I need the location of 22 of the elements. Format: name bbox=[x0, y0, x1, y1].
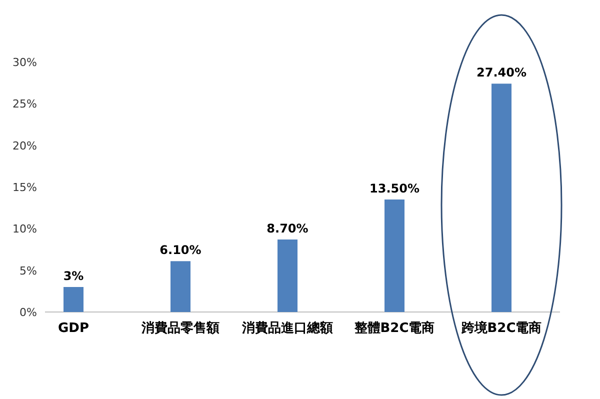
y-tick-label: 20% bbox=[12, 139, 37, 152]
y-tick-label: 5% bbox=[20, 264, 37, 278]
bar bbox=[170, 261, 190, 312]
bar bbox=[492, 84, 512, 312]
y-tick-label: 0% bbox=[20, 306, 37, 319]
data-label: 8.70% bbox=[266, 222, 308, 236]
y-tick-label: 10% bbox=[12, 222, 37, 236]
bar bbox=[278, 240, 298, 312]
data-label: 3% bbox=[63, 269, 84, 283]
y-tick-label: 30% bbox=[12, 56, 37, 69]
x-tick-label: 整體B2C電商 bbox=[353, 320, 435, 336]
data-label: 6.10% bbox=[160, 243, 202, 258]
bar bbox=[64, 287, 84, 312]
y-tick-label: 15% bbox=[12, 181, 37, 194]
x-tick-label: 消費品進口總額 bbox=[241, 320, 333, 336]
data-label: 27.40% bbox=[476, 66, 526, 80]
x-tick-label: GDP bbox=[58, 321, 89, 336]
bar bbox=[384, 200, 404, 312]
y-tick-label: 25% bbox=[12, 98, 37, 111]
x-tick-label: 跨境B2C電商 bbox=[460, 320, 542, 336]
data-label: 13.50% bbox=[370, 182, 420, 196]
x-tick-label: 消費品零售額 bbox=[140, 320, 220, 336]
